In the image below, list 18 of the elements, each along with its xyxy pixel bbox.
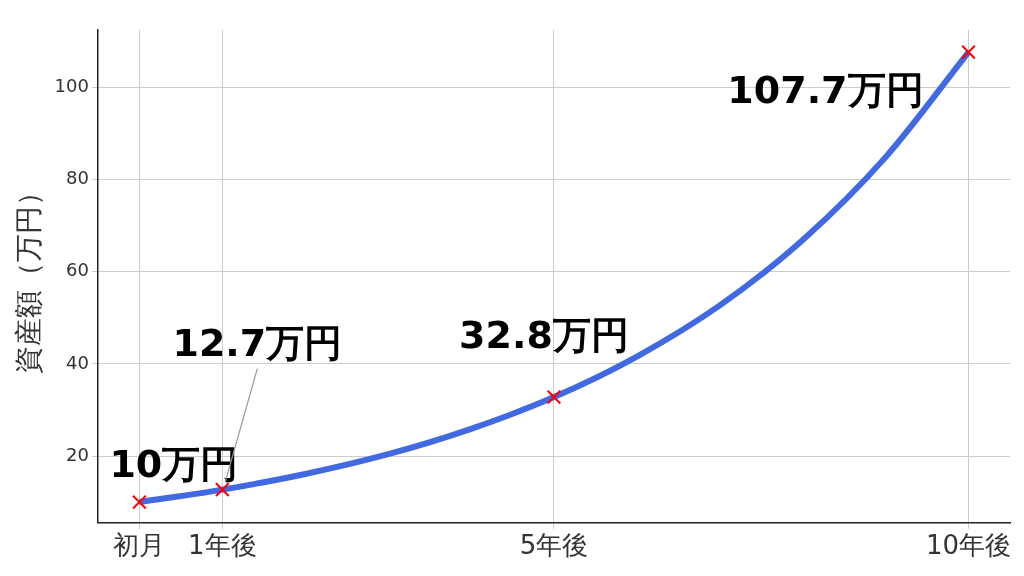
point [961, 44, 976, 60]
point [132, 494, 147, 510]
point [546, 389, 562, 405]
data-label: 32.8万円 [459, 312, 629, 357]
x-tick-label: 初月 [113, 530, 166, 561]
y-tick-label: 40 [66, 351, 89, 373]
y-tick-label: 60 [66, 259, 89, 281]
data-label: 12.7万円 [172, 320, 343, 365]
y-tick-label: 100 [54, 75, 89, 97]
y-tick-label: 80 [66, 167, 89, 189]
x-tick-label: 10年後 [926, 530, 1012, 561]
y-axis-title: 資産額（万円） [12, 178, 46, 375]
x-tick-label: 1年後 [188, 530, 257, 561]
point [214, 482, 230, 497]
y-tick-label: 20 [66, 443, 89, 465]
data-label: 107.7万円 [727, 67, 924, 112]
x-tick-label: 5年後 [519, 530, 589, 561]
data-label: 10万円 [109, 441, 239, 486]
